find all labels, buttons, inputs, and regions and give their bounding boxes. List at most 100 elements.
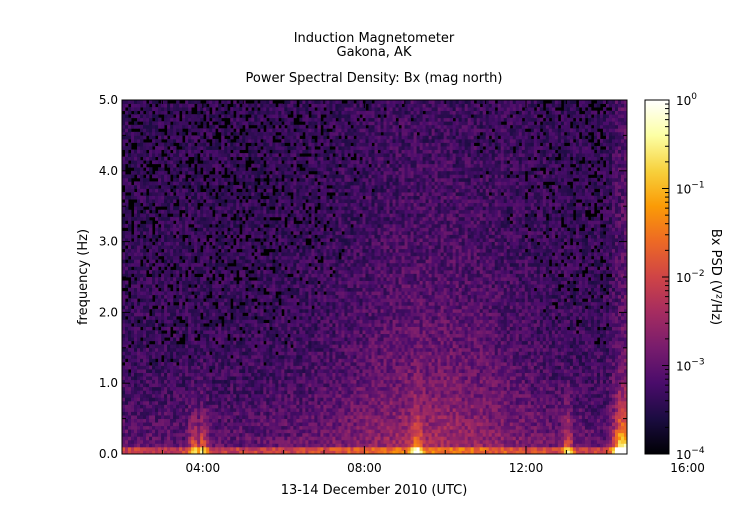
- spectrogram-cell: [191, 114, 194, 118]
- spectrogram-cell: [140, 380, 143, 384]
- spectrogram-cell: [230, 273, 233, 277]
- spectrogram-cell: [221, 429, 224, 433]
- spectrogram-cell: [134, 270, 137, 274]
- spectrogram-cell: [149, 380, 152, 384]
- spectrogram-cell: [218, 436, 221, 440]
- spectrogram-cell: [245, 429, 248, 433]
- spectrogram-cell: [188, 235, 191, 239]
- spectrogram-cell: [197, 249, 200, 253]
- spectrogram-cell: [176, 238, 179, 242]
- spectrogram-cell: [254, 281, 257, 285]
- spectrogram-cell: [185, 366, 188, 370]
- spectrogram-cell: [239, 298, 242, 302]
- spectrogram-cell: [206, 447, 209, 451]
- spectrogram-cell: [197, 196, 200, 200]
- spectrogram-cell: [146, 118, 149, 122]
- spectrogram-cell: [134, 139, 137, 143]
- spectrogram-cell: [260, 118, 263, 122]
- spectrogram-cell: [122, 383, 125, 387]
- spectrogram-cell: [203, 245, 206, 249]
- spectrogram-cell: [164, 419, 167, 423]
- spectrogram-cell: [122, 366, 125, 370]
- spectrogram-cell: [263, 397, 266, 401]
- spectrogram-cell: [281, 376, 284, 380]
- spectrogram-cell: [197, 270, 200, 274]
- spectrogram-cell: [218, 111, 221, 115]
- spectrogram-cell: [158, 312, 161, 316]
- spectrogram-cell: [140, 362, 143, 366]
- spectrogram-cell: [152, 422, 155, 426]
- spectrogram-cell: [212, 390, 215, 394]
- spectrogram-cell: [266, 167, 269, 171]
- spectrogram-cell: [200, 429, 203, 433]
- spectrogram-cell: [290, 440, 293, 444]
- spectrogram-cell: [122, 291, 125, 295]
- spectrogram-cell: [290, 443, 293, 447]
- spectrogram-cell: [284, 203, 287, 207]
- spectrogram-cell: [167, 422, 170, 426]
- spectrogram-cell: [269, 153, 272, 157]
- spectrogram-cell: [260, 142, 263, 146]
- spectrogram-cell: [161, 178, 164, 182]
- spectrogram-cell: [278, 316, 281, 320]
- spectrogram-cell: [185, 443, 188, 447]
- spectrogram-cell: [281, 429, 284, 433]
- spectrogram-cell: [215, 174, 218, 178]
- spectrogram-cell: [290, 150, 293, 154]
- spectrogram-cell: [263, 348, 266, 352]
- spectrogram-cell: [272, 355, 275, 359]
- spectrogram-cell: [161, 242, 164, 246]
- spectrogram-cell: [293, 443, 296, 447]
- spectrogram-cell: [176, 401, 179, 405]
- spectrogram-cell: [290, 227, 293, 231]
- spectrogram-cell: [227, 157, 230, 161]
- spectrogram-cell: [236, 355, 239, 359]
- spectrogram-cell: [269, 415, 272, 419]
- spectrogram-cell: [290, 153, 293, 157]
- spectrogram-cell: [251, 429, 254, 433]
- spectrogram-cell: [161, 387, 164, 391]
- spectrogram-cell: [245, 210, 248, 214]
- spectrogram-cell: [164, 185, 167, 189]
- spectrogram-cell: [143, 142, 146, 146]
- spectrogram-cell: [200, 227, 203, 231]
- spectrogram-cell: [224, 302, 227, 306]
- spectrogram-cell: [185, 210, 188, 214]
- spectrogram-cell: [209, 199, 212, 203]
- spectrogram-cell: [140, 401, 143, 405]
- spectrogram-cell: [290, 125, 293, 129]
- spectrogram-cell: [140, 397, 143, 401]
- spectrogram-cell: [161, 288, 164, 292]
- spectrogram-cell: [221, 366, 224, 370]
- spectrogram-cell: [146, 390, 149, 394]
- spectrogram-cell: [287, 401, 290, 405]
- spectrogram-cell: [266, 270, 269, 274]
- spectrogram-cell: [242, 203, 245, 207]
- spectrogram-cell: [224, 436, 227, 440]
- spectrogram-cell: [284, 298, 287, 302]
- spectrogram-cell: [191, 436, 194, 440]
- spectrogram-cell: [212, 146, 215, 150]
- spectrogram-cell: [281, 291, 284, 295]
- spectrogram-cell: [251, 192, 254, 196]
- spectrogram-cell: [203, 125, 206, 129]
- spectrogram-cell: [176, 256, 179, 260]
- spectrogram-cell: [248, 369, 251, 373]
- spectrogram-cell: [146, 220, 149, 224]
- spectrogram-cell: [158, 341, 161, 345]
- spectrogram-cell: [242, 401, 245, 405]
- spectrogram-cell: [272, 114, 275, 118]
- spectrogram-cell: [260, 107, 263, 111]
- spectrogram-cell: [152, 104, 155, 108]
- spectrogram-cell: [242, 164, 245, 168]
- spectrogram-cell: [290, 238, 293, 242]
- spectrogram-cell: [161, 213, 164, 217]
- spectrogram-cell: [266, 135, 269, 139]
- spectrogram-cell: [293, 408, 296, 412]
- spectrogram-cell: [188, 146, 191, 150]
- spectrogram-cell: [185, 330, 188, 334]
- spectrogram-cell: [260, 387, 263, 391]
- spectrogram-cell: [248, 104, 251, 108]
- spectrogram-cell: [158, 181, 161, 185]
- spectrogram-cell: [182, 429, 185, 433]
